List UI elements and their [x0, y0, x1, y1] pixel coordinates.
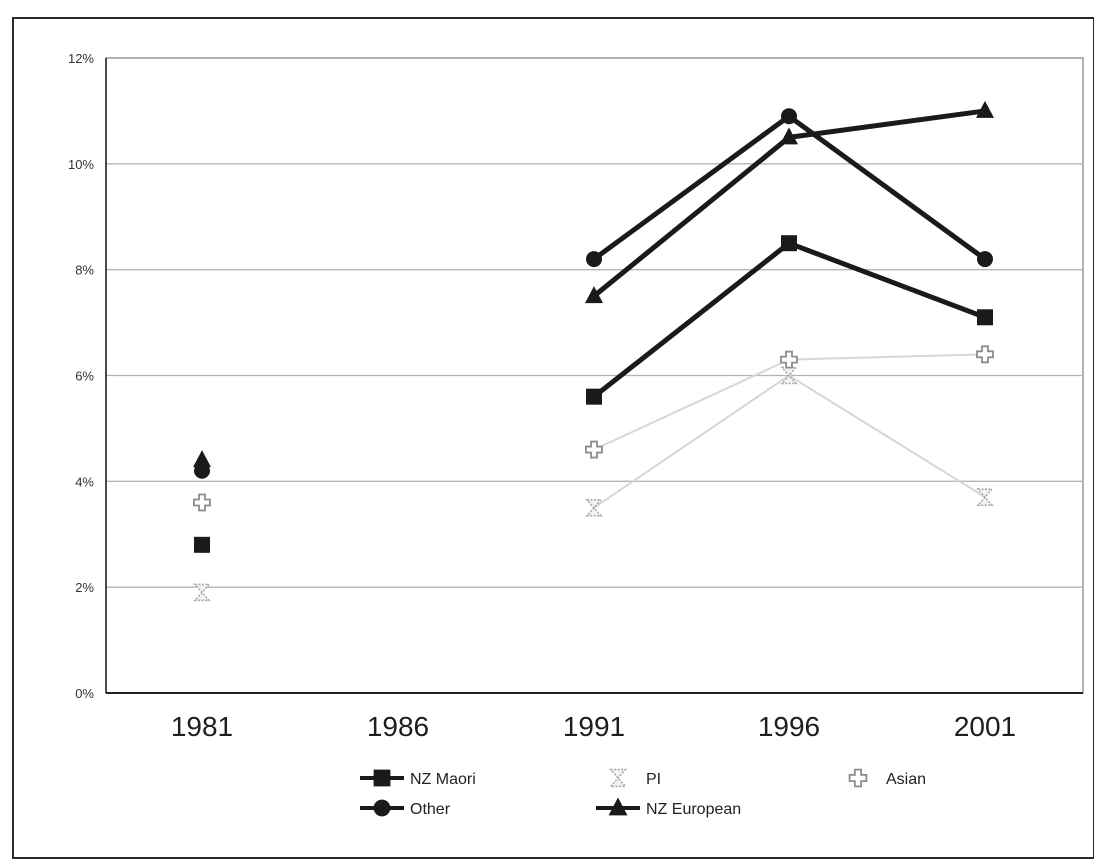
- legend-label: PI: [646, 771, 661, 788]
- legend-cross-icon: [848, 768, 868, 788]
- legend-hourglass-icon: [608, 768, 628, 788]
- nz-maori-point: [977, 309, 993, 326]
- chart-frame: [12, 17, 1094, 859]
- x-tick-label: 1996: [758, 711, 820, 742]
- y-tick-label: 6%: [75, 369, 94, 384]
- legend: NZ Maori PI Asian Other NZ European: [360, 768, 926, 818]
- x-tick-label: 2001: [954, 711, 1016, 742]
- legend-label: Asian: [886, 771, 926, 788]
- series-lines: [592, 108, 987, 509]
- y-tick-label: 4%: [75, 474, 94, 489]
- pi-point: [193, 583, 211, 602]
- asian-point: [976, 345, 994, 364]
- nz-european-point: [193, 450, 211, 468]
- nz-european-point: [780, 127, 798, 145]
- pi-point: [585, 498, 603, 517]
- y-tick-label: 10%: [68, 157, 94, 172]
- legend-item-nz-european: NZ European: [596, 797, 741, 818]
- asian-point: [780, 350, 798, 369]
- y-tick-label: 12%: [68, 51, 94, 66]
- legend-item-pi: PI: [608, 768, 661, 788]
- legend-label: NZ European: [646, 801, 741, 818]
- legend-item-asian: Asian: [848, 768, 926, 788]
- x-tick-label: 1981: [171, 711, 233, 742]
- x-tick-labels: 1981 1986 1991 1996 2001: [171, 711, 1016, 742]
- legend-item-nz-maori: NZ Maori: [360, 769, 476, 788]
- pi-point: [780, 366, 798, 385]
- gridlines: [106, 163, 1083, 588]
- other-point: [781, 108, 797, 125]
- y-tick-label: 8%: [75, 263, 94, 278]
- series-markers: [193, 100, 994, 602]
- legend-triangle-icon: [608, 797, 628, 816]
- nz-maori-point: [781, 235, 797, 252]
- nz-maori-point: [586, 388, 602, 405]
- legend-circle-icon: [373, 799, 391, 817]
- y-tick-label: 2%: [75, 580, 94, 595]
- pi-point: [976, 488, 994, 507]
- nz-european-point: [585, 286, 603, 304]
- legend-square-icon: [373, 769, 391, 787]
- nz-european-point: [976, 100, 994, 118]
- y-tick-label: 0%: [75, 686, 94, 701]
- pi-series-line: [593, 374, 986, 509]
- y-tick-labels: 0% 2% 4% 6% 8% 10% 12%: [68, 51, 94, 701]
- other-point: [586, 251, 602, 268]
- asian-point: [585, 440, 603, 459]
- legend-label: Other: [410, 801, 451, 818]
- nz-maori-point: [194, 536, 210, 553]
- x-tick-label: 1991: [563, 711, 625, 742]
- asian-point: [193, 493, 211, 512]
- legend-item-other: Other: [360, 799, 451, 818]
- other-point: [977, 251, 993, 268]
- x-tick-label: 1986: [367, 711, 429, 742]
- legend-label: NZ Maori: [410, 771, 476, 788]
